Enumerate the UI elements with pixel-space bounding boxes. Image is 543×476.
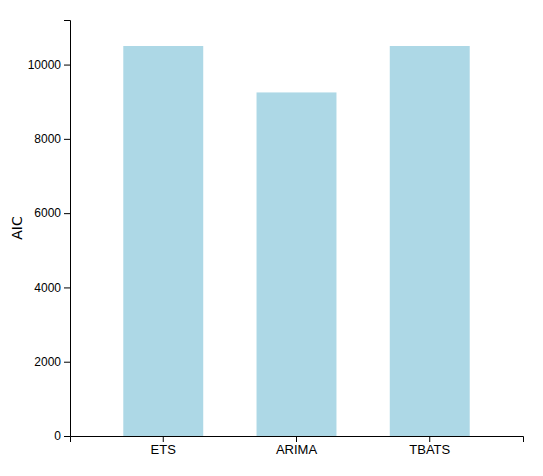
- y-tick: 10000: [28, 58, 70, 72]
- y-tick-label: 2000: [34, 355, 61, 369]
- bar: [123, 46, 203, 436]
- x-tick: ETS: [151, 436, 177, 457]
- plot: 0 2000 4000 6000 8000 10000 ETS ARIMA TBATS: [28, 21, 524, 458]
- y-tick-label: 10000: [28, 58, 62, 72]
- y-tick: 4000: [34, 281, 70, 295]
- y-tick-label: 6000: [34, 206, 61, 220]
- y-tick: 0: [54, 429, 70, 443]
- y-tick-label: 4000: [34, 281, 61, 295]
- x-axis: ETS ARIMA TBATS: [71, 436, 524, 457]
- y-tick-label: 0: [54, 429, 61, 443]
- y-axis: 0 2000 4000 6000 8000 10000: [28, 21, 71, 444]
- y-axis-line: [64, 21, 71, 437]
- y-tick-line: [64, 287, 70, 288]
- x-tick-line: [429, 436, 430, 442]
- y-tick-label: 8000: [34, 132, 61, 146]
- y-axis-title: AIC: [9, 216, 25, 240]
- y-tick-line: [64, 436, 70, 437]
- bar: [390, 46, 470, 436]
- x-tick-label: ETS: [151, 442, 177, 457]
- y-tick-line: [64, 213, 70, 214]
- x-axis-line: [71, 437, 524, 443]
- x-tick-label: ARIMA: [276, 442, 318, 457]
- y-tick-line: [64, 362, 70, 363]
- y-tick-line: [64, 65, 70, 66]
- y-tick: 8000: [34, 132, 70, 146]
- x-tick-line: [163, 436, 164, 442]
- x-tick-line: [296, 436, 297, 442]
- bar: [257, 92, 337, 436]
- y-tick-line: [64, 139, 70, 140]
- x-tick-label: TBATS: [409, 442, 450, 457]
- chart: 0 2000 4000 6000 8000 10000 ETS ARIMA TBATS AIC: [0, 0, 543, 476]
- y-tick: 2000: [34, 355, 70, 369]
- x-tick: TBATS: [409, 436, 450, 457]
- y-tick: 6000: [34, 206, 70, 220]
- bars: [123, 46, 469, 436]
- x-tick: ARIMA: [276, 436, 318, 457]
